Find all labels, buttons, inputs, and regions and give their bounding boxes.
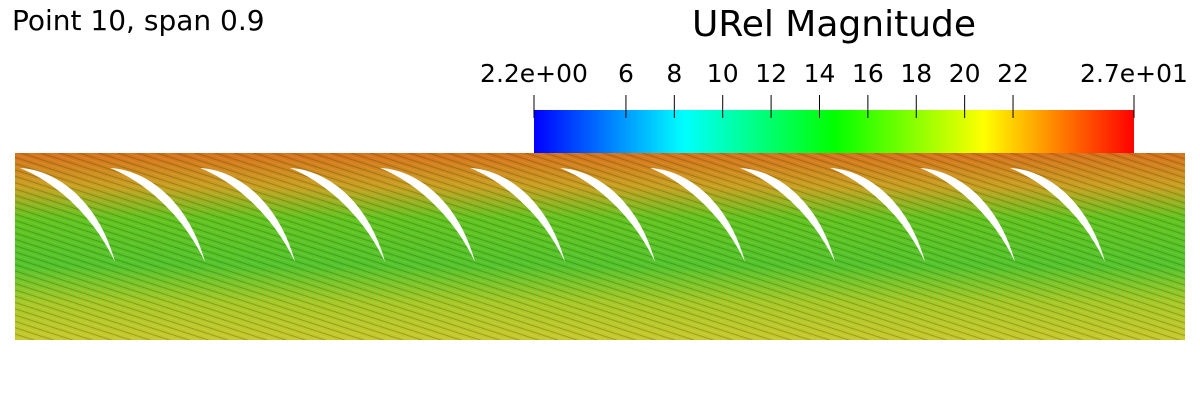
colorbar-tick-label: 14 xyxy=(804,59,836,88)
colorbar-tick-label: 6 xyxy=(618,59,634,88)
colorbar-tick-label: 12 xyxy=(755,59,787,88)
colorbar-title: URel Magnitude xyxy=(692,4,976,45)
blade xyxy=(1010,168,1105,262)
colorbar-tick-label: 16 xyxy=(852,59,884,88)
colorbar xyxy=(534,110,1134,153)
blade xyxy=(560,168,655,262)
blade xyxy=(740,168,835,262)
colorbar-tick-label: 18 xyxy=(900,59,932,88)
blade xyxy=(650,168,745,262)
colorbar-tick-label: 20 xyxy=(949,59,981,88)
blade xyxy=(200,168,295,262)
blade xyxy=(830,168,925,262)
colorbar-tick-label: 22 xyxy=(997,59,1029,88)
blade xyxy=(920,168,1015,262)
colorbar-tick-label: 8 xyxy=(666,59,682,88)
blade xyxy=(110,168,205,262)
colorbar-tick-label: 2.7e+01 xyxy=(1080,59,1188,88)
colorbar-tick-label: 10 xyxy=(707,59,739,88)
colorbar-tick-label: 2.2e+00 xyxy=(480,59,588,88)
blade xyxy=(290,168,385,262)
view-label: Point 10, span 0.9 xyxy=(12,4,265,37)
blade xyxy=(470,168,565,262)
blade xyxy=(20,168,115,262)
blades xyxy=(20,168,1105,262)
blade xyxy=(380,168,475,262)
